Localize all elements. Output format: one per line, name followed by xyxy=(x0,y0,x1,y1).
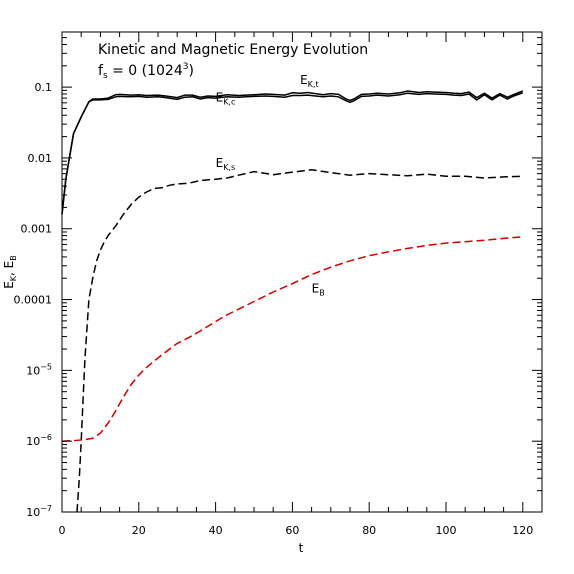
series-line-ekt xyxy=(61,90,524,215)
x-tick-label: 20 xyxy=(132,524,146,537)
x-tick-label: 60 xyxy=(285,524,299,537)
series-label-ekt: EK,t xyxy=(300,73,319,89)
y-tick-label: 10−6 xyxy=(26,433,52,448)
x-tick-label: 80 xyxy=(362,524,376,537)
y-tick-label: 0.01 xyxy=(28,152,53,165)
series-labels: EK,t EK,c EK,s EB xyxy=(216,73,325,298)
series-label-eks: EK,s xyxy=(216,156,236,172)
x-tick-label: 100 xyxy=(436,524,457,537)
series-layer xyxy=(61,90,524,513)
chart-title: Kinetic and Magnetic Energy Evolution xyxy=(98,42,368,58)
series-line-ekc xyxy=(61,92,524,215)
series-label-ekc: EK,c xyxy=(216,90,236,106)
y-tick-label: 10−5 xyxy=(26,362,52,377)
y-axis-label: EK, EB xyxy=(2,255,18,289)
x-tick-label: 120 xyxy=(512,524,533,537)
x-tick-label: 0 xyxy=(59,524,66,537)
x-axis-label: t xyxy=(299,541,304,555)
series-line-eb xyxy=(61,236,523,442)
y-tick-label: 0.1 xyxy=(35,81,53,94)
ticks-layer: 0 20 40 60 80 100 120 0.1 0.01 0.001 0.0001 10−5 10−… xyxy=(14,32,542,537)
y-tick-label: 10−7 xyxy=(26,504,52,519)
chart-subtitle: fs = 0 (10243) xyxy=(98,62,194,81)
y-tick-label: 0.001 xyxy=(21,223,53,236)
series-label-eb: EB xyxy=(312,282,325,298)
plot-frame xyxy=(61,31,543,513)
x-tick-label: 40 xyxy=(209,524,223,537)
series-line-eks xyxy=(76,169,523,513)
y-tick-label: 0.0001 xyxy=(14,294,53,307)
